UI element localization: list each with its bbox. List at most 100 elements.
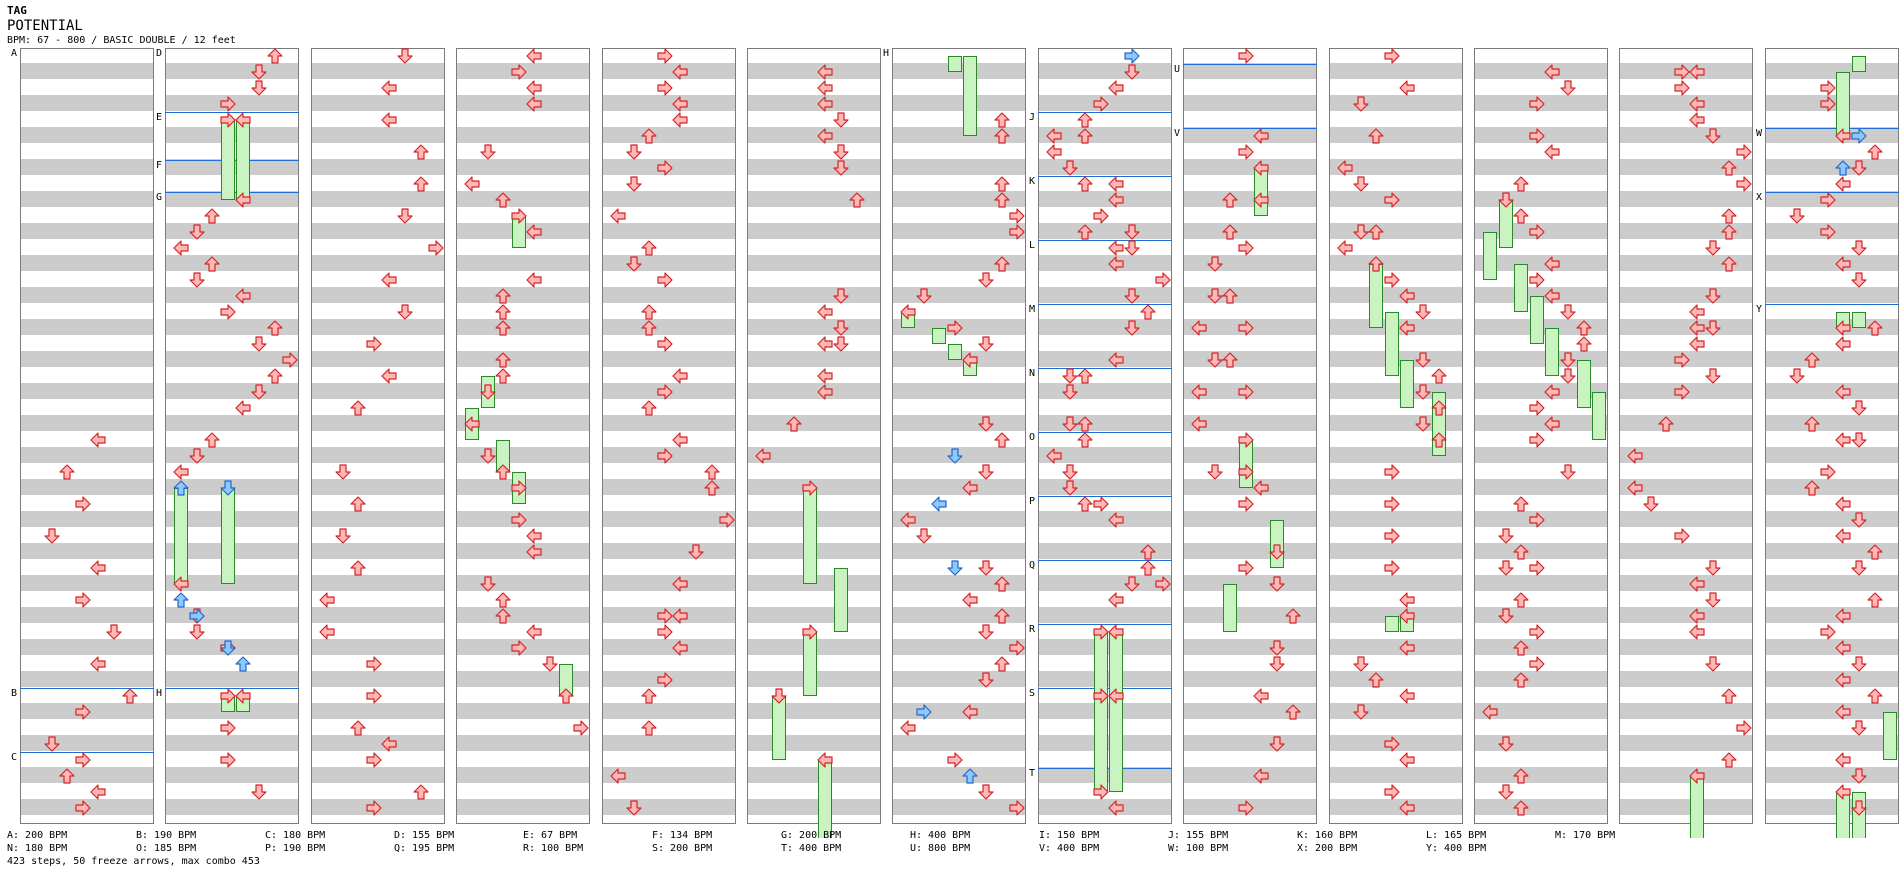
step-arrow-icon bbox=[1399, 800, 1415, 816]
shock-arrow-icon bbox=[1124, 48, 1140, 64]
step-arrow-icon bbox=[1851, 720, 1867, 736]
step-arrow-icon bbox=[880, 224, 881, 240]
step-arrow-icon bbox=[1061, 384, 1078, 400]
step-arrow-icon bbox=[962, 592, 978, 608]
step-arrow-icon bbox=[817, 96, 833, 112]
section-marker: F bbox=[155, 160, 164, 171]
step-arrow-icon bbox=[106, 624, 122, 640]
step-arrow-icon bbox=[817, 80, 833, 96]
section-marker: H bbox=[155, 688, 164, 699]
bpm-legend-item: L: 165 BPM bbox=[1426, 830, 1487, 841]
step-arrow-icon bbox=[1835, 784, 1851, 800]
step-arrow-icon bbox=[1642, 496, 1659, 512]
shock-arrow-icon bbox=[1025, 640, 1026, 656]
shock-arrow-icon bbox=[1025, 384, 1026, 400]
step-arrow-icon bbox=[1544, 64, 1560, 80]
step-arrow-icon bbox=[900, 304, 916, 320]
step-arrow-icon bbox=[220, 720, 236, 736]
chart-column-notes bbox=[311, 48, 445, 838]
step-arrow-icon bbox=[915, 288, 932, 304]
freeze-arrow-body bbox=[1384, 616, 1399, 632]
step-arrow-icon bbox=[1851, 400, 1867, 416]
step-arrow-icon bbox=[479, 144, 496, 160]
step-arrow-icon bbox=[1689, 624, 1705, 640]
step-arrow-icon bbox=[641, 128, 657, 144]
step-arrow-icon bbox=[1269, 544, 1285, 560]
step-arrow-icon bbox=[1077, 496, 1093, 512]
step-arrow-icon bbox=[1804, 416, 1820, 432]
step-arrow-icon bbox=[1222, 192, 1238, 208]
freeze-arrow-body bbox=[1545, 328, 1560, 376]
step-arrow-icon bbox=[1835, 672, 1851, 688]
chart-column-notes bbox=[747, 48, 881, 838]
step-arrow-icon bbox=[75, 496, 91, 512]
freeze-arrow-body bbox=[802, 632, 817, 696]
step-arrow-icon bbox=[1529, 128, 1545, 144]
bpm-legend-item: I: 150 BPM bbox=[1039, 830, 1100, 841]
step-arrow-icon bbox=[672, 640, 688, 656]
step-arrow-icon bbox=[1399, 688, 1415, 704]
step-arrow-icon bbox=[1222, 352, 1238, 368]
step-arrow-icon bbox=[464, 176, 480, 192]
section-marker: U bbox=[1173, 64, 1182, 75]
step-arrow-icon bbox=[204, 432, 220, 448]
step-arrow-icon bbox=[1851, 656, 1867, 672]
step-arrow-icon bbox=[464, 416, 480, 432]
step-arrow-icon bbox=[1544, 144, 1560, 160]
step-arrow-icon bbox=[1513, 544, 1529, 560]
bpm-change-line bbox=[165, 688, 299, 689]
step-arrow-icon bbox=[1384, 48, 1400, 64]
step-arrow-icon bbox=[1705, 288, 1721, 304]
step-arrow-icon bbox=[1529, 400, 1545, 416]
step-arrow-icon bbox=[1674, 352, 1690, 368]
freeze-arrow-body bbox=[963, 56, 978, 136]
step-arrow-icon bbox=[366, 800, 382, 816]
freeze-arrow-body bbox=[1369, 264, 1384, 328]
step-arrow-icon bbox=[657, 384, 673, 400]
step-arrow-icon bbox=[1820, 224, 1836, 240]
step-arrow-icon bbox=[1820, 80, 1836, 96]
step-arrow-icon bbox=[251, 80, 267, 96]
step-arrow-icon bbox=[962, 352, 978, 368]
step-arrow-icon bbox=[1077, 416, 1093, 432]
step-arrow-icon bbox=[1705, 592, 1721, 608]
step-arrow-icon bbox=[978, 672, 994, 688]
step-arrow-icon bbox=[495, 352, 511, 368]
step-arrow-icon bbox=[1337, 160, 1353, 176]
step-arrow-icon bbox=[1238, 432, 1254, 448]
step-arrow-icon bbox=[1384, 784, 1400, 800]
section-marker: P bbox=[1028, 496, 1037, 507]
step-arrow-icon bbox=[220, 112, 236, 128]
step-arrow-icon bbox=[43, 528, 60, 544]
shock-arrow-icon bbox=[1851, 128, 1867, 144]
step-arrow-icon bbox=[1513, 176, 1529, 192]
step-arrow-icon bbox=[479, 384, 496, 400]
step-arrow-icon bbox=[526, 272, 542, 288]
step-arrow-icon bbox=[350, 720, 366, 736]
step-arrow-icon bbox=[641, 240, 657, 256]
step-arrow-icon bbox=[1674, 528, 1690, 544]
step-arrow-icon bbox=[1238, 496, 1254, 512]
freeze-arrow-body bbox=[1529, 296, 1544, 344]
step-arrow-icon bbox=[1399, 80, 1415, 96]
freeze-arrow-body bbox=[220, 488, 235, 584]
step-arrow-icon bbox=[1222, 224, 1238, 240]
bpm-change-line bbox=[1765, 128, 1899, 129]
step-arrow-icon bbox=[1820, 96, 1836, 112]
step-arrow-icon bbox=[993, 128, 1010, 144]
freeze-arrow-body bbox=[771, 696, 786, 760]
step-arrow-icon bbox=[511, 64, 527, 80]
step-arrow-icon bbox=[641, 304, 657, 320]
step-arrow-icon bbox=[173, 464, 189, 480]
step-arrow-icon bbox=[657, 672, 673, 688]
section-marker: R bbox=[1028, 624, 1037, 635]
step-arrow-icon bbox=[1352, 176, 1369, 192]
step-arrow-icon bbox=[1705, 368, 1721, 384]
step-arrow-icon bbox=[1025, 144, 1026, 160]
step-arrow-icon bbox=[1529, 96, 1545, 112]
step-arrow-icon bbox=[1269, 640, 1285, 656]
step-arrow-icon bbox=[1674, 384, 1690, 400]
freeze-arrow-body bbox=[1093, 696, 1108, 792]
step-arrow-icon bbox=[1124, 576, 1140, 592]
section-marker: V bbox=[1173, 128, 1182, 139]
